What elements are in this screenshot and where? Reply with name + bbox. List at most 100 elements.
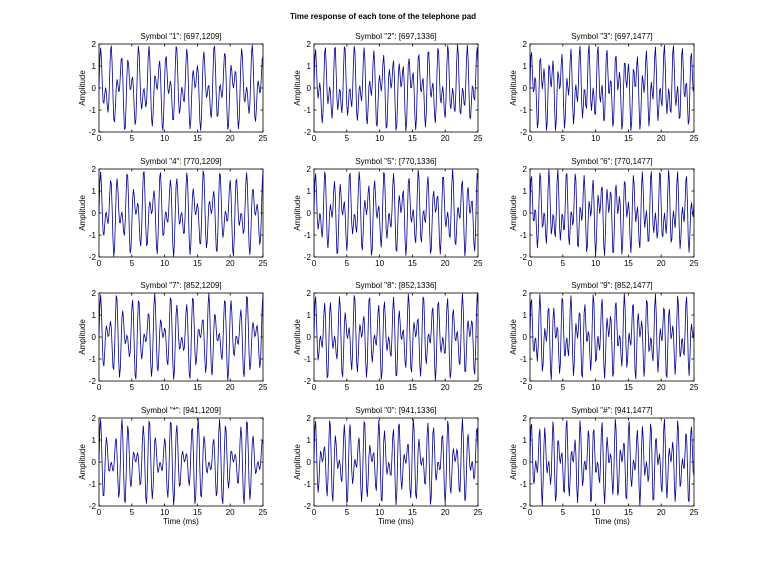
y-tick-label: -1 — [304, 106, 312, 115]
subplot-2: Symbol "2": [697,1336] 0 5 10 15 20 25 -2 -1 0 1 2 A… — [293, 32, 483, 143]
subplot-10: Symbol "*": [941,1209] 0 5 10 15 20 25 -2 -1 0 1 2 A… — [78, 406, 268, 526]
x-tick-label: 5 — [130, 508, 135, 517]
signal-line — [98, 44, 264, 131]
axes-box — [98, 43, 264, 133]
y-tick-label: -2 — [520, 377, 528, 386]
y-tick-label: 0 — [523, 209, 528, 218]
y-tick-label: 2 — [307, 40, 312, 49]
x-tick-label: 25 — [474, 508, 483, 517]
x-tick-label: 25 — [474, 259, 483, 268]
plot-title: Symbol "*": [941,1209] — [141, 406, 221, 415]
signal-line — [98, 418, 264, 506]
x-tick-label: 20 — [441, 259, 450, 268]
subplot-9: Symbol "9": [852,1477] 0 5 10 15 20 25 -2 -1 0 1 2 A… — [509, 281, 699, 392]
y-tick-label: 1 — [523, 187, 528, 196]
x-tick-label: 5 — [130, 383, 135, 392]
x-tick-label: 20 — [657, 259, 666, 268]
x-tick-label: 5 — [130, 134, 135, 143]
plot-title: Symbol "2": [697,1336] — [355, 32, 436, 41]
x-tick-label: 20 — [441, 134, 450, 143]
x-tick-label: 0 — [97, 383, 102, 392]
x-tick-label: 20 — [441, 508, 450, 517]
y-axis-label: Amplitude — [78, 70, 87, 106]
x-tick-label: 0 — [528, 259, 533, 268]
signal-line — [313, 169, 479, 257]
x-tick-label: 20 — [226, 508, 235, 517]
x-tick-label: 15 — [193, 508, 202, 517]
signal-line — [98, 293, 264, 381]
y-tick-label: 2 — [307, 414, 312, 423]
x-tick-label: 0 — [528, 383, 533, 392]
y-tick-label: -2 — [520, 253, 528, 262]
plot-title: Symbol "8": [852,1336] — [355, 281, 436, 290]
y-axis-label: Amplitude — [293, 195, 302, 231]
y-tick-label: 2 — [523, 165, 528, 174]
x-tick-label: 10 — [375, 508, 384, 517]
y-axis-label: Amplitude — [509, 70, 518, 106]
y-tick-label: 1 — [92, 311, 97, 320]
y-tick-label: -2 — [89, 128, 97, 137]
x-tick-label: 0 — [528, 134, 533, 143]
subplot-11: Symbol "0": [941,1336] 0 5 10 15 20 25 -2 -1 0 1 2 A… — [293, 406, 483, 526]
x-tick-label: 5 — [561, 508, 566, 517]
x-tick-label: 10 — [591, 383, 600, 392]
y-tick-label: -2 — [304, 377, 312, 386]
x-axis-label: Time (ms) — [378, 517, 414, 526]
x-tick-label: 20 — [657, 383, 666, 392]
x-tick-label: 10 — [591, 508, 600, 517]
subplot-5: Symbol "5": [770,1336] 0 5 10 15 20 25 -2 -1 0 1 2 A… — [293, 157, 483, 268]
x-tick-label: 25 — [259, 134, 268, 143]
y-tick-label: -1 — [304, 231, 312, 240]
y-axis-label: Amplitude — [78, 444, 87, 480]
plot-title: Symbol "6": [770,1477] — [571, 157, 652, 166]
y-tick-label: 1 — [92, 187, 97, 196]
plot-title: Symbol "7": [852,1209] — [140, 281, 221, 290]
y-tick-label: 0 — [92, 458, 97, 467]
y-axis-label: Amplitude — [509, 444, 518, 480]
x-tick-label: 10 — [591, 134, 600, 143]
y-tick-label: -1 — [89, 355, 97, 364]
y-tick-label: -1 — [520, 231, 528, 240]
y-tick-label: 1 — [307, 311, 312, 320]
y-tick-label: -1 — [89, 231, 97, 240]
y-axis-label: Amplitude — [78, 319, 87, 355]
x-tick-label: 15 — [624, 508, 633, 517]
axes-box — [313, 417, 479, 507]
y-tick-label: 0 — [92, 209, 97, 218]
y-tick-label: -1 — [304, 480, 312, 489]
y-tick-label: -1 — [520, 480, 528, 489]
y-axis-label: Amplitude — [78, 195, 87, 231]
signal-line — [529, 293, 695, 380]
y-tick-label: 1 — [523, 62, 528, 71]
x-tick-label: 20 — [441, 383, 450, 392]
plot-title: Symbol "3": [697,1477] — [571, 32, 652, 41]
x-tick-label: 10 — [160, 259, 169, 268]
axes-box — [313, 43, 479, 133]
y-tick-label: 1 — [92, 436, 97, 445]
signal-line — [529, 44, 695, 131]
y-tick-label: 1 — [523, 311, 528, 320]
plot-title: Symbol "0": [941,1336] — [355, 406, 436, 415]
x-tick-label: 10 — [160, 383, 169, 392]
y-tick-label: 0 — [92, 84, 97, 93]
x-tick-label: 25 — [259, 259, 268, 268]
x-tick-label: 20 — [657, 508, 666, 517]
x-tick-label: 20 — [657, 134, 666, 143]
y-tick-label: 0 — [307, 333, 312, 342]
x-tick-label: 15 — [624, 383, 633, 392]
x-tick-label: 15 — [193, 134, 202, 143]
subplot-4: Symbol "4": [770,1209] 0 5 10 15 20 25 -2 -1 0 1 2 A… — [78, 157, 268, 268]
y-tick-label: 0 — [523, 84, 528, 93]
y-tick-label: 2 — [92, 165, 97, 174]
y-axis-label: Amplitude — [509, 195, 518, 231]
y-tick-label: -1 — [304, 355, 312, 364]
x-tick-label: 5 — [345, 259, 350, 268]
signal-line — [313, 293, 479, 381]
figure-title: Time response of each tone of the teleph… — [290, 12, 476, 21]
y-axis-label: Amplitude — [293, 70, 302, 106]
x-tick-label: 25 — [690, 508, 699, 517]
y-tick-label: 1 — [307, 436, 312, 445]
subplot-1: Symbol "1": [697,1209] 0 5 10 15 20 25 -2 -1 0 1 2 A… — [78, 32, 268, 143]
y-tick-label: 2 — [92, 414, 97, 423]
